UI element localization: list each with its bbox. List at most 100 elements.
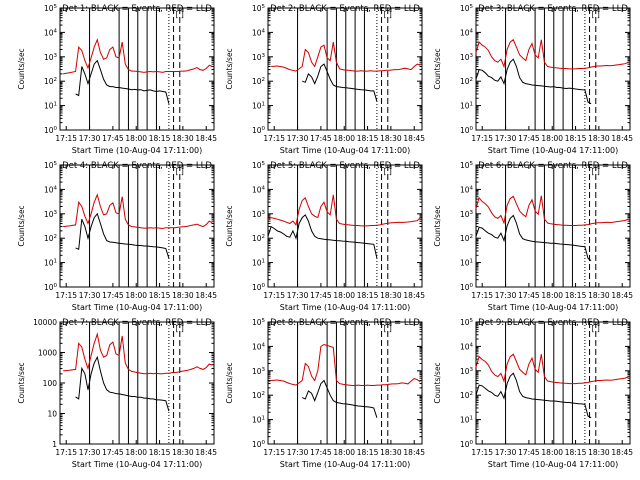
x-tick-label: 17:30 [495,291,517,300]
y-tick-label: 104 [252,28,266,37]
x-tick-label: 17:15 [55,291,77,300]
x-tick-label: 17:15 [263,448,285,457]
x-tick-label: 18:15 [565,291,587,300]
bracket-marker: [ ] [384,10,392,19]
series-line-events [475,58,592,105]
x-tick-label: 18:45 [195,291,217,300]
y-tick-label: 102 [460,391,473,400]
panel-det-2: Det 2: BLACK = Events, RED = LLD Counts/s… [225,4,425,155]
series-line-events [302,63,378,102]
y-axis-label: Counts/sec [17,48,26,89]
series-line-events [75,355,170,412]
bracket-marker: [ ] [176,324,184,333]
y-tick-label: 102 [44,77,57,86]
plot-frame [59,164,215,288]
series-line-lld [475,353,629,385]
y-tick-label: 100 [252,440,266,449]
bracket-marker: [ ] [592,10,600,19]
plot-frame [59,321,215,445]
plot-frame [267,164,423,288]
y-tick-label: 102 [252,391,265,400]
series-line-lld [475,38,629,70]
series-line-lld [267,194,421,227]
y-axis-label: Counts/sec [433,48,442,89]
y-axis-label: Counts/sec [17,362,26,403]
x-tick-label: 17:15 [263,134,285,143]
x-tick-label: 17:30 [79,134,101,143]
y-tick-label: 104 [460,28,474,37]
y-tick-label: 101 [252,259,265,268]
y-tick-label: 101 [252,416,265,425]
y-tick-label: 101 [44,259,57,268]
y-tick-label: 103 [460,53,474,62]
y-axis-label: Counts/sec [17,205,26,246]
series-line-events [301,379,378,418]
y-tick-label: 103 [252,367,266,376]
x-tick-label: 18:00 [541,134,563,143]
x-tick-label: 17:30 [79,448,101,457]
series-line-events [475,214,592,262]
x-tick-label: 18:00 [541,448,563,457]
y-tick-label: 100 [460,126,474,135]
y-tick-label: 104 [460,185,474,194]
x-tick-label: 17:30 [79,291,101,300]
x-axis-label: Start Time (10-Aug-04 17:11:00) [280,460,411,469]
x-tick-label: 18:15 [357,291,379,300]
x-tick-label: 18:00 [125,448,147,457]
series-line-lld [271,42,421,72]
x-tick-label: 18:45 [403,291,425,300]
x-tick-label: 18:30 [380,134,402,143]
x-axis-label: Start Time (10-Aug-04 17:11:00) [488,460,619,469]
x-tick-label: 18:15 [149,134,171,143]
x-tick-label: 18:30 [588,448,610,457]
x-tick-label: 17:45 [518,448,540,457]
panel-title: Det 2: BLACK = Events, RED = LLD [270,4,420,14]
panel-det-8: Det 8: BLACK = Events, RED = LLD Counts/s… [225,318,425,469]
y-tick-label: 104 [460,342,474,351]
x-tick-label: 18:45 [611,134,633,143]
y-tick-label: 104 [44,28,58,37]
y-tick-label: 103 [252,210,266,219]
bracket-marker: [ ] [384,167,392,176]
x-tick-label: 18:30 [588,291,610,300]
y-tick-label: 101 [252,102,265,111]
x-tick-label: 18:15 [149,448,171,457]
x-axis-label: Start Time (10-Aug-04 17:11:00) [488,146,619,155]
x-tick-label: 18:00 [333,134,355,143]
y-tick-label: 10 [47,410,57,419]
y-tick-label: 100 [252,283,266,292]
panel-det-4: Det 4: BLACK = Events, RED = LLD Counts/s… [17,161,217,312]
x-tick-label: 17:30 [287,448,309,457]
y-tick-label: 105 [460,318,474,327]
x-tick-label: 18:30 [172,448,194,457]
panel-det-5: Det 5: BLACK = Events, RED = LLD Counts/s… [225,161,425,312]
x-tick-label: 17:15 [471,134,493,143]
y-tick-label: 103 [460,210,474,219]
y-tick-label: 102 [44,234,57,243]
y-tick-label: 100 [44,283,58,292]
plot-frame [475,7,631,131]
y-tick-label: 101 [460,259,473,268]
x-tick-label: 17:30 [495,134,517,143]
y-tick-label: 103 [44,53,58,62]
x-tick-label: 18:00 [333,448,355,457]
series-line-events [475,372,592,419]
x-tick-label: 18:30 [588,134,610,143]
x-tick-label: 18:00 [541,291,563,300]
y-axis-label: Counts/sec [225,362,234,403]
y-tick-label: 105 [44,4,58,13]
y-tick-label: 102 [252,234,265,243]
x-tick-label: 18:45 [403,134,425,143]
x-tick-label: 17:45 [310,448,332,457]
panel-title: Det 3: BLACK = Events, RED = LLD [478,4,628,14]
x-tick-label: 17:45 [310,291,332,300]
panel-title: Det 5: BLACK = Events, RED = LLD [270,161,420,171]
x-tick-label: 18:15 [149,291,171,300]
x-tick-label: 17:45 [310,134,332,143]
x-tick-label: 18:30 [172,291,194,300]
y-tick-label: 101 [460,416,473,425]
plot-frame [267,321,423,445]
x-tick-label: 18:00 [125,291,147,300]
series-line-lld [267,343,421,386]
